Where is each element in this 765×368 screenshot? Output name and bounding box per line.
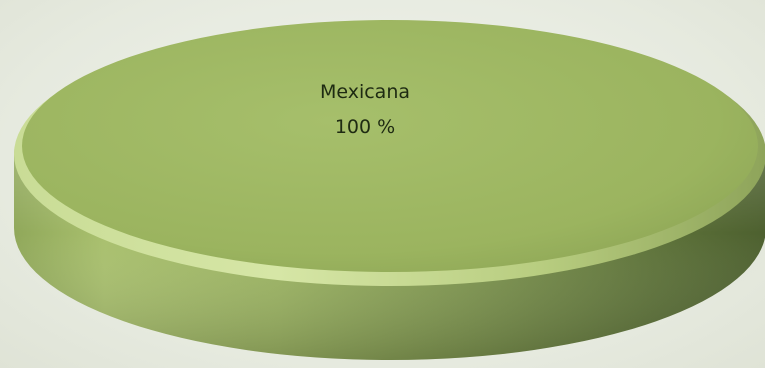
pie-slice xyxy=(22,20,758,272)
pie-slice-side-shade xyxy=(14,148,765,360)
slice-value-label: 100 % xyxy=(335,116,395,138)
pie-slices xyxy=(12,20,765,360)
pie-labels: Mexicana 100 % xyxy=(320,81,410,138)
slice-category-label: Mexicana xyxy=(320,81,410,103)
